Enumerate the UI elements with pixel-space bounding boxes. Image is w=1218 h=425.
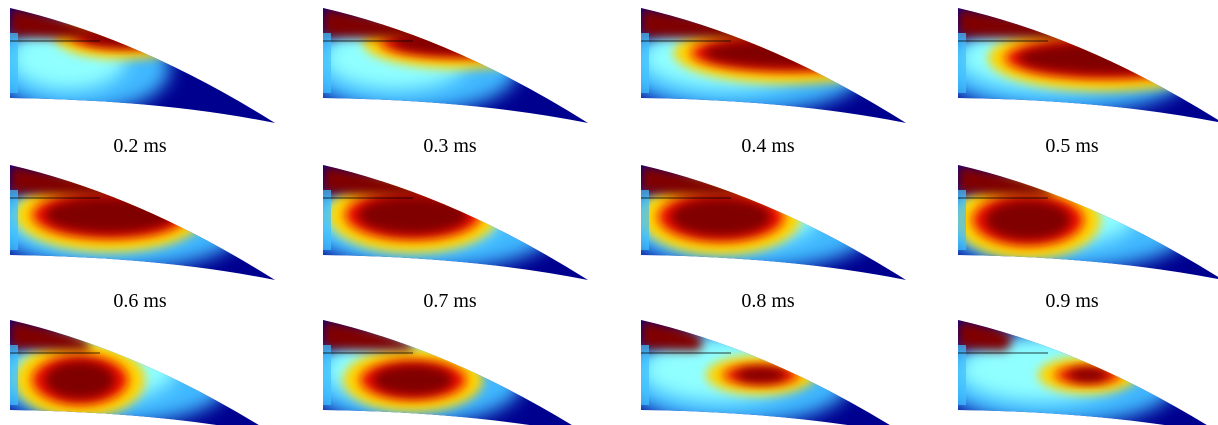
left-edge [323, 33, 331, 93]
top-band [641, 8, 826, 39]
left-edge [958, 33, 966, 93]
top-band [641, 165, 751, 196]
left-edge [323, 345, 331, 405]
field [303, 165, 593, 285]
simulation-panel [621, 8, 911, 128]
field [938, 8, 1218, 128]
time-caption: 0.5 ms [1045, 135, 1099, 157]
left-edge [10, 345, 18, 405]
top-band [323, 320, 413, 351]
core-region [736, 367, 786, 382]
simulation-panel [303, 165, 593, 285]
core-region [1018, 42, 1198, 74]
left-edge [958, 345, 966, 405]
field [0, 165, 280, 285]
top-band [323, 165, 443, 196]
simulation-panel [938, 320, 1218, 425]
field [938, 165, 1218, 285]
core-region [45, 197, 175, 233]
left-edge [323, 190, 331, 250]
core-region [373, 365, 453, 395]
core-region [45, 361, 115, 399]
core-region [393, 32, 533, 55]
field [938, 320, 1218, 425]
time-caption: 0.6 ms [113, 290, 167, 312]
top-band [958, 8, 1148, 39]
simulation-panel [0, 320, 280, 425]
field [0, 320, 280, 425]
simulation-panel [0, 165, 280, 285]
core-region [986, 200, 1071, 240]
simulation-panel [0, 8, 280, 128]
simulation-panel [303, 8, 593, 128]
core-region [1068, 368, 1108, 382]
field [621, 165, 911, 285]
core-region [358, 196, 468, 234]
time-caption: 0.4 ms [741, 135, 795, 157]
field [621, 8, 911, 128]
time-caption: 0.2 ms [113, 135, 167, 157]
field [303, 320, 593, 425]
left-edge [10, 33, 18, 93]
time-caption: 0.7 ms [423, 290, 477, 312]
simulation-panel [938, 165, 1218, 285]
left-edge [10, 190, 18, 250]
time-caption: 0.3 ms [423, 135, 477, 157]
core-region [704, 39, 879, 68]
simulation-panel [303, 320, 593, 425]
simulation-panel [938, 8, 1218, 128]
left-edge [641, 345, 649, 405]
left-edge [641, 33, 649, 93]
top-band [958, 320, 1012, 351]
time-caption: 0.9 ms [1045, 290, 1099, 312]
core-region [671, 198, 771, 236]
field [303, 8, 593, 128]
left-edge [641, 190, 649, 250]
simulation-panel [621, 320, 911, 425]
figure: 0.2 ms 0.3 ms 0.4 ms 0.5 ms 0.6 ms 0.7 ms 0.8 … [0, 0, 1218, 425]
top-band [10, 165, 150, 196]
field [621, 320, 911, 425]
top-band [323, 8, 473, 39]
left-edge [958, 190, 966, 250]
field [0, 8, 280, 128]
top-band [10, 8, 100, 39]
time-caption: 0.8 ms [741, 290, 795, 312]
top-band [641, 320, 702, 351]
top-band [10, 320, 90, 351]
top-band [958, 165, 1053, 196]
simulation-panel [621, 165, 911, 285]
